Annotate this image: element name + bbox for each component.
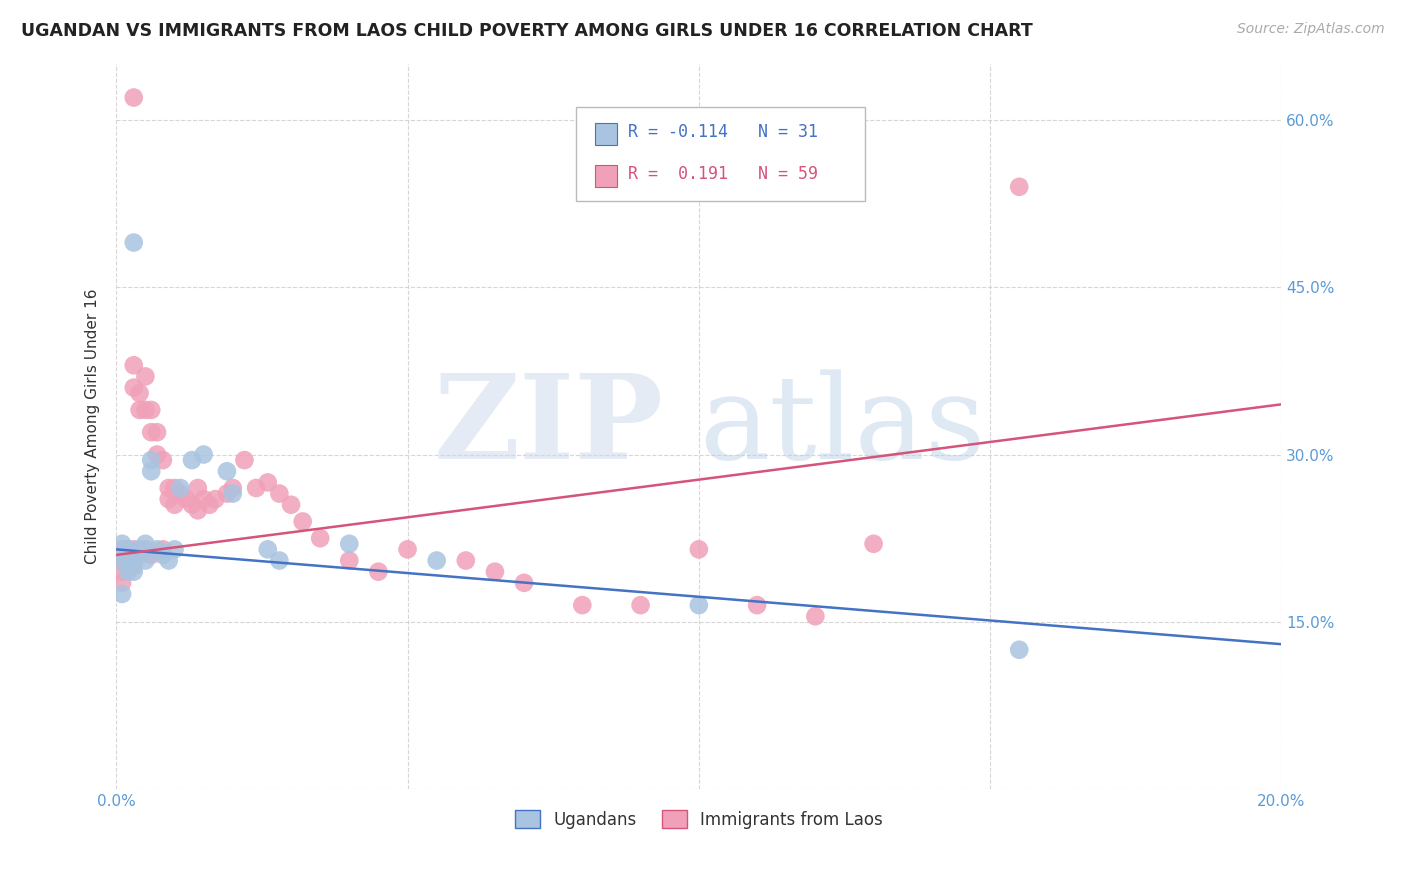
Point bbox=[688, 598, 710, 612]
Point bbox=[187, 503, 209, 517]
Point bbox=[222, 481, 245, 495]
Text: R = -0.114   N = 31: R = -0.114 N = 31 bbox=[628, 123, 818, 141]
Point bbox=[337, 553, 360, 567]
Text: UGANDAN VS IMMIGRANTS FROM LAOS CHILD POVERTY AMONG GIRLS UNDER 16 CORRELATION C: UGANDAN VS IMMIGRANTS FROM LAOS CHILD PO… bbox=[21, 22, 1033, 40]
Point bbox=[111, 537, 134, 551]
Point bbox=[122, 90, 145, 104]
Y-axis label: Child Poverty Among Girls Under 16: Child Poverty Among Girls Under 16 bbox=[86, 289, 100, 565]
Point bbox=[146, 448, 169, 462]
Point bbox=[163, 481, 186, 495]
Point bbox=[367, 565, 389, 579]
Point bbox=[141, 548, 163, 562]
Point bbox=[128, 403, 150, 417]
Point bbox=[862, 537, 884, 551]
Point bbox=[157, 481, 180, 495]
Point bbox=[454, 553, 477, 567]
Point bbox=[204, 492, 226, 507]
Point bbox=[169, 486, 191, 500]
Point bbox=[1008, 642, 1031, 657]
Point bbox=[134, 553, 156, 567]
Point bbox=[128, 542, 150, 557]
Point bbox=[215, 464, 238, 478]
Text: ZIP: ZIP bbox=[434, 369, 664, 484]
Point bbox=[117, 542, 139, 557]
Point bbox=[396, 542, 419, 557]
Point bbox=[122, 381, 145, 395]
Legend: Ugandans, Immigrants from Laos: Ugandans, Immigrants from Laos bbox=[509, 804, 890, 835]
Point bbox=[163, 498, 186, 512]
Point bbox=[804, 609, 827, 624]
Point bbox=[256, 542, 278, 557]
Point bbox=[122, 553, 145, 567]
Point bbox=[141, 464, 163, 478]
Point bbox=[152, 453, 174, 467]
Point bbox=[117, 548, 139, 562]
Point bbox=[152, 542, 174, 557]
Point bbox=[269, 486, 291, 500]
Point bbox=[571, 598, 593, 612]
Point bbox=[128, 548, 150, 562]
Point bbox=[122, 548, 145, 562]
Point bbox=[181, 498, 204, 512]
Point bbox=[688, 542, 710, 557]
Point bbox=[181, 453, 204, 467]
Point bbox=[426, 553, 449, 567]
Point bbox=[146, 425, 169, 440]
Point bbox=[134, 369, 156, 384]
Point bbox=[269, 553, 291, 567]
Point bbox=[745, 598, 768, 612]
Point bbox=[337, 537, 360, 551]
Point bbox=[280, 498, 302, 512]
Point bbox=[174, 492, 197, 507]
Point bbox=[513, 575, 536, 590]
Point bbox=[484, 565, 506, 579]
Point bbox=[128, 548, 150, 562]
Point bbox=[291, 515, 314, 529]
Point bbox=[141, 425, 163, 440]
Point bbox=[1008, 179, 1031, 194]
Point bbox=[117, 559, 139, 574]
Point bbox=[193, 492, 215, 507]
Point bbox=[111, 542, 134, 557]
Text: R =  0.191   N = 59: R = 0.191 N = 59 bbox=[628, 165, 818, 183]
Point bbox=[187, 481, 209, 495]
Point bbox=[163, 542, 186, 557]
Point bbox=[215, 486, 238, 500]
Point bbox=[157, 492, 180, 507]
Point bbox=[146, 542, 169, 557]
Point bbox=[122, 565, 145, 579]
Point bbox=[111, 553, 134, 567]
Point bbox=[117, 548, 139, 562]
Point bbox=[122, 542, 145, 557]
Point bbox=[117, 565, 139, 579]
Point bbox=[122, 235, 145, 250]
Point bbox=[117, 542, 139, 557]
Point bbox=[111, 565, 134, 579]
Point bbox=[256, 475, 278, 490]
Point bbox=[245, 481, 267, 495]
Point bbox=[111, 553, 134, 567]
Point bbox=[134, 403, 156, 417]
Point bbox=[198, 498, 221, 512]
Point bbox=[169, 481, 191, 495]
Point bbox=[134, 537, 156, 551]
Point bbox=[222, 486, 245, 500]
Point bbox=[111, 587, 134, 601]
Point bbox=[134, 542, 156, 557]
Point bbox=[111, 575, 134, 590]
Point bbox=[152, 548, 174, 562]
Point bbox=[193, 448, 215, 462]
Point bbox=[233, 453, 256, 467]
Point bbox=[122, 359, 145, 373]
Point bbox=[630, 598, 652, 612]
Point bbox=[122, 559, 145, 574]
Text: atlas: atlas bbox=[699, 369, 986, 484]
Text: Source: ZipAtlas.com: Source: ZipAtlas.com bbox=[1237, 22, 1385, 37]
Point bbox=[157, 553, 180, 567]
Point bbox=[141, 453, 163, 467]
Point bbox=[309, 531, 332, 545]
Point bbox=[128, 386, 150, 401]
Point bbox=[141, 403, 163, 417]
